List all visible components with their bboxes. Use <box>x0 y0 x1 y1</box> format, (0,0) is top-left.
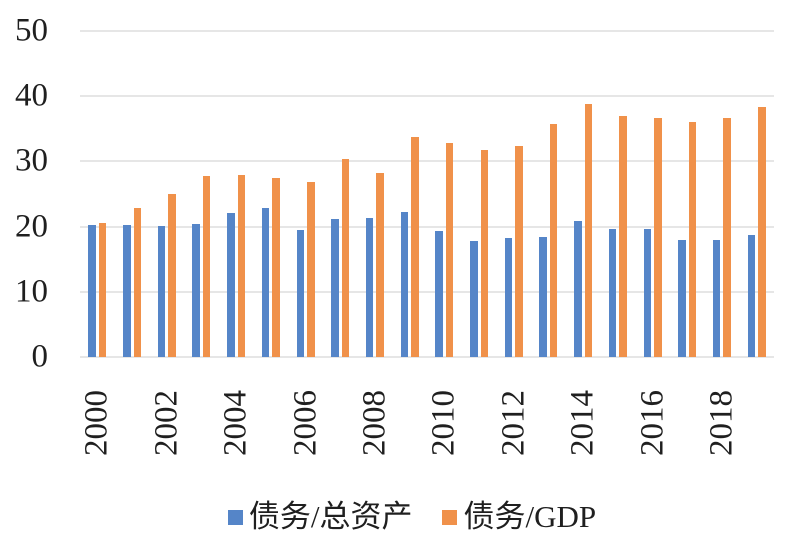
bar-debt-gdp-2006 <box>307 181 315 357</box>
gridline-10 <box>80 290 774 293</box>
legend-label-debt-assets: 债务/总资产 <box>248 499 413 534</box>
gridline-50 <box>80 30 774 32</box>
bar-debt-gdp-2012 <box>515 146 523 357</box>
bar-debt-gdp-2003 <box>202 175 211 357</box>
legend: 债务/总资产 债务/GDP <box>0 499 788 534</box>
bar-debt-assets-2016 <box>643 229 652 357</box>
bar-debt-assets-2014 <box>574 221 582 357</box>
bar-debt-gdp-2005 <box>272 177 280 357</box>
bar-debt-gdp-2016 <box>654 118 662 357</box>
gridline-40 <box>80 95 774 98</box>
bar-group-2009 <box>392 31 427 357</box>
bar-group-2011 <box>462 31 497 357</box>
bar-debt-assets-2000 <box>88 225 96 357</box>
bar-group-2019 <box>739 31 774 357</box>
legend-item-debt-assets: 债务/总资产 <box>227 499 413 534</box>
bar-debt-gdp-2001 <box>133 208 142 357</box>
x-axis-tick-label-2012: 2012 <box>495 390 532 456</box>
bar-debt-assets-2001 <box>123 224 131 357</box>
bar-group-2002 <box>149 31 184 357</box>
bar-group-2008 <box>358 31 393 357</box>
bar-debt-gdp-2018 <box>723 118 731 357</box>
bar-debt-gdp-2004 <box>237 175 246 357</box>
bar-debt-assets-2010 <box>435 231 443 357</box>
bar-group-2004 <box>219 31 254 357</box>
bar-debt-gdp-2011 <box>480 150 489 357</box>
x-axis-tick-label-2010: 2010 <box>425 390 462 456</box>
y-axis-tick-label-40: 40 <box>15 77 48 114</box>
bar-debt-assets-2007 <box>331 218 339 357</box>
x-axis: 2000 2002 2004 2006 2008 2010 2012 2014 2016 2018 <box>78 357 774 477</box>
bar-debt-gdp-2013 <box>549 124 558 357</box>
bar-group-2013 <box>531 31 566 357</box>
x-axis-tick-label-2006: 2006 <box>287 390 324 456</box>
legend-label-debt-gdp: 债务/GDP <box>463 499 597 534</box>
bar-debt-gdp-2007 <box>341 159 350 357</box>
bar-debt-gdp-2017 <box>688 122 697 357</box>
bar-group-2016 <box>635 31 670 357</box>
legend-item-debt-gdp: 债务/GDP <box>442 499 597 534</box>
bar-group-2010 <box>427 31 462 357</box>
bar-debt-assets-2006 <box>296 229 305 357</box>
bar-group-2014 <box>566 31 601 357</box>
bar-group-2007 <box>323 31 358 357</box>
x-axis-tick-label-2016: 2016 <box>634 390 671 456</box>
bar-group-2000 <box>80 31 115 357</box>
y-axis-tick-label-30: 30 <box>15 142 48 179</box>
x-axis-tick-label-2004: 2004 <box>217 390 254 456</box>
bar-debt-assets-2018 <box>712 239 721 357</box>
bar-debt-assets-2009 <box>400 212 409 357</box>
bar-debt-assets-2015 <box>608 229 617 357</box>
bar-debt-gdp-2019 <box>758 106 766 357</box>
bar-debt-assets-2011 <box>470 240 478 357</box>
bar-debt-assets-2005 <box>261 208 270 357</box>
bar-debt-assets-2013 <box>539 237 547 357</box>
bar-debt-assets-2004 <box>227 212 235 357</box>
gridline-30 <box>80 160 774 163</box>
x-axis-tick-label-2014: 2014 <box>564 390 601 456</box>
bar-debt-gdp-2010 <box>445 142 454 357</box>
bar-group-2015 <box>601 31 636 357</box>
bar-debt-assets-2017 <box>678 240 686 357</box>
y-axis: 0 10 20 30 40 50 <box>0 14 50 373</box>
bar-group-2001 <box>115 31 150 357</box>
gridline-20 <box>80 225 774 228</box>
bar-debt-gdp-2015 <box>619 116 627 357</box>
bar-group-2005 <box>254 31 289 357</box>
bar-debt-assets-2002 <box>157 225 166 357</box>
legend-swatch-debt-gdp <box>442 509 458 525</box>
bar-debt-assets-2008 <box>365 218 374 357</box>
y-axis-tick-label-20: 20 <box>15 208 48 245</box>
bar-debt-gdp-2014 <box>584 104 593 357</box>
bar-debt-gdp-2000 <box>98 223 107 357</box>
y-axis-tick-label-50: 50 <box>15 12 48 49</box>
y-axis-tick-label-10: 10 <box>15 273 48 310</box>
bar-debt-assets-2012 <box>504 238 513 357</box>
y-axis-tick-label-0: 0 <box>31 338 49 375</box>
gridline-0 <box>80 356 774 358</box>
bar-debt-gdp-2009 <box>411 136 419 357</box>
bar-debt-gdp-2008 <box>376 173 384 357</box>
x-axis-tick-label-2000: 2000 <box>78 390 115 456</box>
bar-group-2012 <box>496 31 531 357</box>
bar-group-2003 <box>184 31 219 357</box>
legend-swatch-debt-assets <box>227 509 243 525</box>
bar-debt-assets-2019 <box>747 235 756 357</box>
bar-group-2006 <box>288 31 323 357</box>
bar-debt-gdp-2002 <box>168 194 176 357</box>
x-axis-tick-label-2002: 2002 <box>148 390 185 456</box>
bar-group-2018 <box>705 31 740 357</box>
plot-area <box>80 30 774 358</box>
x-axis-tick-label-2008: 2008 <box>356 390 393 456</box>
bar-debt-assets-2003 <box>192 224 200 357</box>
x-axis-tick-label-2018: 2018 <box>703 390 740 456</box>
bar-group-2017 <box>670 31 705 357</box>
